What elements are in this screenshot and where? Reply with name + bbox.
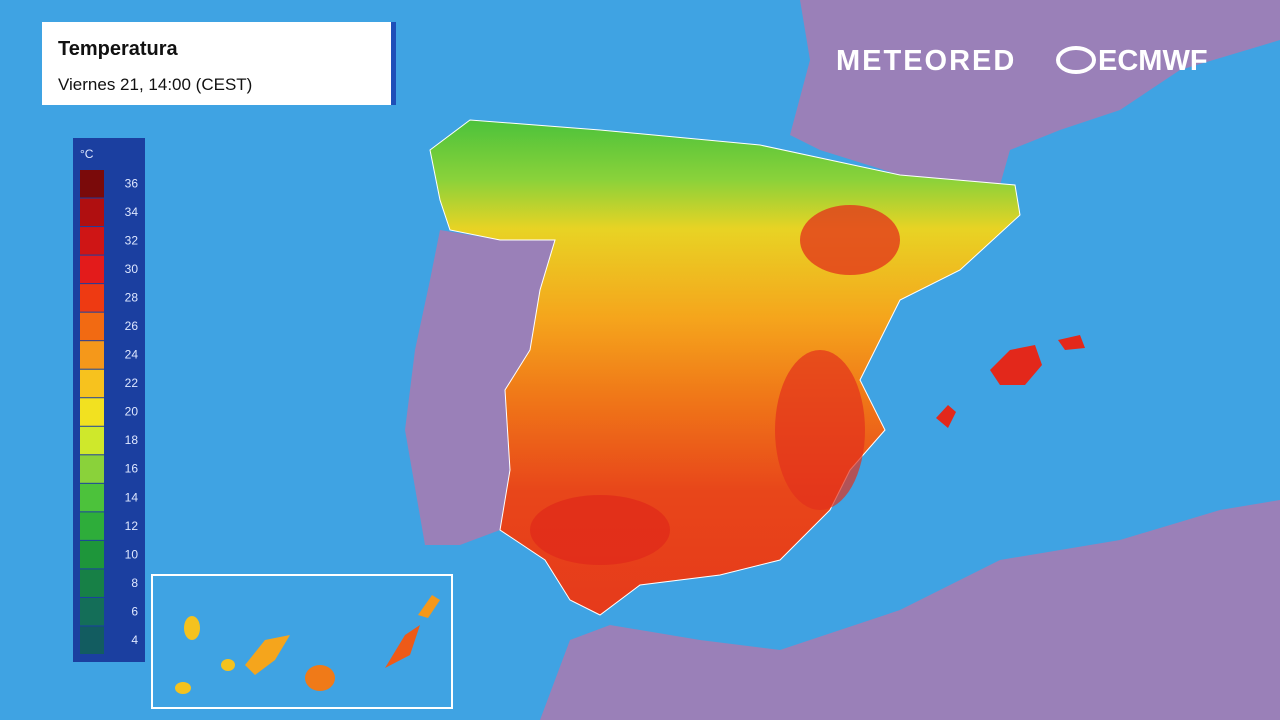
legend-label: 6: [131, 604, 138, 618]
title-box: [42, 22, 396, 105]
partner-logo: ECMWF: [1098, 45, 1208, 77]
legend-label: 28: [125, 291, 139, 305]
legend-label: 24: [125, 348, 139, 362]
legend-swatch: [80, 170, 104, 198]
legend-label: 12: [125, 519, 139, 533]
canary-island: [221, 659, 235, 671]
legend: 36 34 32 30 28 26 24 22 20 18 16 14 12 10 8 6 4: [80, 170, 138, 654]
legend-swatch: [80, 255, 104, 284]
hot-zone: [775, 350, 865, 510]
mallorca: [990, 345, 1042, 385]
legend-swatch: [80, 312, 104, 341]
legend-label: 18: [125, 433, 139, 447]
africa: [540, 500, 1280, 720]
legend-label: 8: [131, 576, 138, 590]
ibiza: [936, 405, 956, 428]
legend-label: 14: [125, 490, 139, 504]
legend-label: 30: [125, 262, 139, 276]
menorca: [1058, 335, 1085, 350]
canary-island: [184, 616, 200, 640]
legend-swatch: [80, 455, 104, 483]
canary-inset: [151, 574, 453, 709]
legend-label: 26: [125, 319, 139, 333]
legend-label: 36: [125, 176, 139, 190]
brand-logo: METEORED: [836, 45, 1016, 77]
legend-label: 22: [125, 376, 139, 390]
title-accent: [391, 22, 396, 105]
canary-island: [305, 665, 335, 691]
legend-swatch: [80, 284, 104, 312]
hot-zone: [530, 495, 670, 565]
canary-island: [418, 595, 440, 618]
portugal: [405, 230, 555, 545]
legend-swatch: [80, 512, 104, 540]
legend-unit: °C: [80, 147, 94, 161]
legend-swatch: [80, 341, 104, 369]
canary-island: [175, 682, 191, 694]
legend-label: 34: [125, 205, 139, 219]
legend-swatch: [80, 198, 104, 227]
legend-swatch: [80, 369, 104, 398]
legend-swatch: [80, 398, 104, 426]
canary-island: [245, 635, 290, 675]
hot-zone: [800, 205, 900, 275]
france: [790, 0, 1280, 185]
legend-swatch: [80, 483, 104, 512]
legend-swatch: [80, 227, 104, 255]
legend-swatch: [80, 597, 104, 626]
legend-label: 20: [125, 405, 139, 419]
legend-swatch: [80, 626, 104, 654]
legend-swatch: [80, 569, 104, 597]
title: Temperatura: [58, 38, 179, 60]
subtitle: Viernes 21, 14:00 (CEST): [58, 75, 252, 94]
legend-label: 4: [131, 633, 138, 647]
legend-swatch: [80, 540, 104, 569]
legend-label: 10: [125, 547, 139, 561]
canary-island: [385, 625, 420, 668]
partner-icon: [1056, 46, 1096, 74]
legend-swatch: [80, 426, 104, 455]
legend-label: 32: [125, 233, 139, 247]
legend-label: 16: [125, 462, 139, 476]
